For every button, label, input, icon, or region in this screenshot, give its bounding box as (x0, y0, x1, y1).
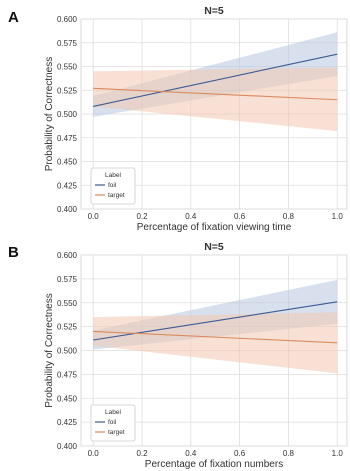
chart-title: N=5 (204, 5, 224, 17)
x-tick-label: 0.6 (234, 449, 246, 458)
y-tick-label: 0.450 (57, 158, 78, 167)
x-tick-label: 1.0 (332, 449, 344, 458)
y-tick-label: 0.525 (57, 323, 78, 332)
ci-band-target (93, 312, 338, 374)
y-tick-label: 0.475 (57, 134, 78, 143)
x-tick-label: 0.0 (88, 449, 100, 458)
y-tick-label: 0.425 (57, 181, 78, 190)
x-tick-label: 0.6 (234, 212, 246, 221)
panel-letter: A (8, 9, 19, 26)
x-axis-label: Percentage of fixation numbers (145, 459, 283, 470)
y-tick-label: 0.550 (57, 63, 78, 72)
x-tick-label: 0.4 (185, 449, 197, 458)
series-line-foil (93, 53, 338, 107)
x-tick-label: 0.8 (283, 212, 295, 221)
panel-a: 0.400 0.425 0.450 0.475 0.500 0.525 0.550 0.575… (8, 5, 348, 233)
x-tick-label: 0.2 (136, 449, 148, 458)
x-tick-label: 1.0 (332, 212, 344, 221)
y-axis-label: Probability of Correctness (44, 293, 55, 408)
x-axis-label: Percentage of fixation viewing time (137, 222, 292, 233)
legend-title: Label (105, 409, 121, 416)
y-axis-label: Probability of Correctness (44, 57, 55, 172)
y-tick-label: 0.600 (57, 251, 78, 260)
panel-b: 0.400 0.425 0.450 0.475 0.500 0.525 0.550 0.575… (8, 241, 348, 470)
y-tick-label: 0.425 (57, 418, 78, 427)
y-tick-label: 0.400 (57, 442, 78, 451)
legend-entry-foil: foil (108, 419, 117, 426)
legend: Label foil target (90, 404, 136, 442)
x-tick-label: 0.8 (283, 449, 295, 458)
y-tick-label: 0.575 (57, 39, 78, 48)
y-tick-label: 0.400 (57, 205, 78, 214)
legend: Label foil target (90, 167, 136, 205)
series-line-target (93, 87, 338, 101)
y-tick-label: 0.450 (57, 394, 78, 403)
panel-letter: B (8, 244, 19, 261)
y-tick-label: 0.475 (57, 370, 78, 379)
legend-entry-target: target (108, 192, 125, 199)
x-tick-label: 0.0 (88, 212, 100, 221)
legend-entry-target: target (108, 429, 125, 436)
y-tick-label: 0.550 (57, 299, 78, 308)
x-tick-label: 0.4 (185, 212, 197, 221)
legend-title: Label (105, 172, 121, 179)
y-tick-label: 0.500 (57, 347, 78, 356)
y-tick-label: 0.575 (57, 275, 78, 284)
chart-title: N=5 (204, 241, 224, 253)
y-tick-label: 0.525 (57, 86, 78, 95)
series-line-target (93, 330, 338, 344)
legend-entry-foil: foil (108, 182, 117, 189)
y-tick-label: 0.500 (57, 110, 78, 119)
y-tick-label: 0.600 (57, 15, 78, 24)
x-tick-label: 0.2 (136, 212, 148, 221)
ci-band-target (93, 67, 338, 132)
